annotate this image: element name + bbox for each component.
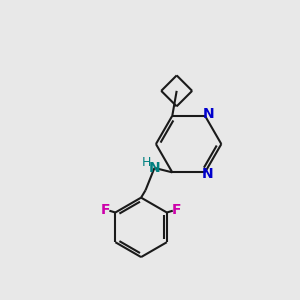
Text: H: H	[141, 156, 151, 169]
Text: F: F	[172, 202, 181, 217]
Text: N: N	[148, 161, 160, 175]
Text: N: N	[202, 167, 214, 181]
Text: N: N	[203, 107, 214, 121]
Text: F: F	[101, 202, 111, 217]
